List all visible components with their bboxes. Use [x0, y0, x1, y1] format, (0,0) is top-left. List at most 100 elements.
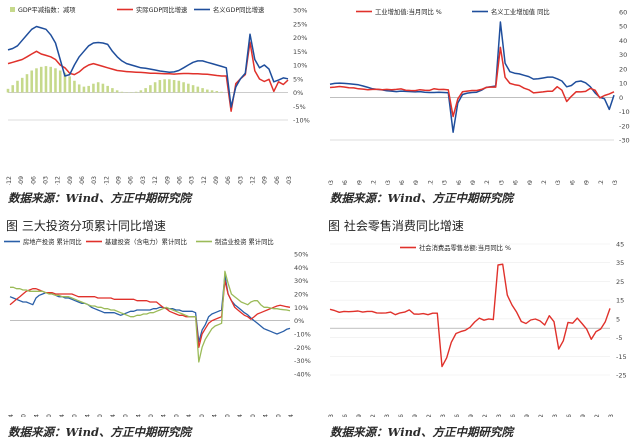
x-tick-label: 2022-06	[566, 414, 573, 417]
y-tick-label: 40%	[294, 264, 308, 272]
x-tick-label: 2008-03	[43, 176, 50, 185]
series-line	[10, 270, 291, 363]
y-tick-label: 20	[619, 65, 627, 73]
x-tick-label: 2022-12	[598, 180, 605, 185]
x-tick-label: 2020-09	[468, 414, 475, 417]
retail-chart: 45 35 25 15 5 -5 -15 -25 2018-03 2018-06 2018-09 20…	[328, 241, 627, 418]
y-tick-label: 30	[619, 51, 627, 59]
x-tick-label: 2021-06	[510, 414, 517, 417]
y-tick-label: 35	[616, 259, 624, 267]
y-tick-label: 20%	[293, 34, 307, 42]
x-tick-label: 2018-06	[342, 414, 349, 417]
legend-label: GDP平减指数：减项	[18, 5, 76, 14]
y-tick-label: 15%	[293, 48, 307, 56]
x-tick-label: 2015-10	[97, 414, 104, 417]
x-tick-label: 2020-12	[484, 180, 491, 185]
bar	[6, 88, 10, 93]
bar	[149, 85, 152, 93]
x-tick-label: 2014-03	[140, 176, 147, 185]
bar	[11, 85, 15, 93]
bar	[101, 83, 105, 93]
chart-panel-investment: 50% 40% 30% 20% 10% 0% -10% -20% -30% -40% 2012-04…	[0, 232, 318, 417]
bar	[87, 85, 90, 93]
x-tick-label: 2020-06	[454, 414, 461, 417]
x-tick-label: 2012-10	[21, 414, 28, 417]
x-tick-label: 2020-09	[470, 180, 477, 185]
x-tick-label: 2017-03	[189, 176, 196, 185]
bar	[139, 90, 143, 93]
x-tick-label: 2020-04	[212, 414, 219, 417]
caption-retail: 图 社会零售消费同比增速	[328, 219, 464, 233]
y-tick-label: 30%	[293, 7, 307, 15]
bar	[120, 91, 124, 93]
x-tick-label: 2022-09	[580, 414, 587, 417]
bar	[35, 68, 38, 93]
x-tick-label: 2014-04	[59, 414, 66, 417]
bar	[201, 88, 204, 93]
y-tick-label: -5%	[293, 103, 306, 111]
bar	[177, 80, 181, 93]
bar	[49, 66, 52, 93]
bar	[182, 82, 185, 93]
bar	[172, 80, 176, 93]
bar	[206, 89, 209, 93]
series-line	[329, 21, 615, 133]
y-tick-label: -30	[619, 137, 630, 145]
chart-panel-industrial: 60 50 40 30 20 10 0 -10 -20 -30 2018-03 2018-06 2018…	[322, 0, 640, 185]
investment-chart: 50% 40% 30% 20% 10% 0% -10% -20% -30% -40% 2012-04…	[4, 237, 311, 417]
gdp-chart: 30% 25% 20% 15% 10% 5% 0% -5% -10% 2005-12 2006-09…	[6, 5, 310, 185]
series-line	[9, 274, 291, 343]
y-tick-label: 20%	[294, 291, 308, 299]
x-tick-label: 2021-03	[496, 414, 503, 417]
bar	[191, 85, 195, 93]
x-tick-label: 2019-06	[399, 180, 406, 185]
y-tick-label: 5%	[293, 75, 303, 83]
x-tick-label: 2023-04	[288, 414, 295, 417]
y-tick-label: 5	[616, 315, 620, 323]
x-tick-label: 2013-06	[128, 176, 135, 185]
bar	[73, 80, 76, 93]
x-tick-label: 2019-12	[427, 180, 434, 185]
y-tick-label: 0	[619, 94, 623, 102]
legend-label: 名义GDP同比增速	[213, 5, 265, 14]
x-tick-label: 2011-12	[103, 176, 110, 185]
x-tick-label: 2008-12	[55, 176, 62, 185]
bar	[16, 80, 19, 93]
legend-label: 房地产投资 累计同比	[23, 237, 82, 246]
y-tick-label: 25%	[293, 20, 307, 28]
bar	[25, 74, 29, 93]
y-tick-label: 10%	[294, 304, 308, 312]
bar	[82, 86, 86, 93]
y-tick-label: 15	[616, 297, 624, 305]
y-tick-label: 60	[619, 9, 627, 17]
x-tick-label: 2018-06	[342, 180, 349, 185]
x-tick-label: 2017-12	[201, 176, 208, 185]
bar	[106, 85, 109, 93]
x-tick-label: 2019-04	[186, 414, 193, 417]
y-tick-label: 10%	[293, 62, 307, 70]
x-tick-label: 2018-09	[356, 180, 363, 185]
x-tick-label: 2019-10	[199, 414, 206, 417]
series-line	[9, 280, 291, 348]
chart-panel-gdp: 30% 25% 20% 15% 10% 5% 0% -5% -10% 2005-12 2006-09…	[0, 0, 318, 185]
source-note: 数据来源：Wind、方正中期研究院	[8, 425, 191, 439]
x-tick-label: 2006-09	[18, 176, 25, 185]
x-tick-label: 2022-06	[569, 180, 576, 185]
x-tick-label: 2022-12	[594, 414, 601, 417]
bar	[30, 70, 34, 93]
y-tick-label: 45	[616, 241, 624, 249]
legend-label: 社会消费品零售总额:当月同比 %	[419, 243, 511, 252]
bar	[96, 82, 100, 93]
bar	[63, 72, 67, 93]
x-tick-label: 2020-06	[456, 180, 463, 185]
x-tick-label: 2020-12	[482, 414, 489, 417]
x-tick-label: 2020-12	[249, 176, 256, 185]
bar	[44, 66, 48, 93]
y-tick-label: -5	[616, 334, 622, 342]
x-tick-label: 2013-10	[46, 414, 53, 417]
x-tick-label: 2015-09	[164, 176, 171, 185]
x-tick-label: 2021-03	[498, 180, 505, 185]
x-tick-label: 2011-03	[91, 176, 98, 185]
y-tick-label: -30%	[294, 357, 311, 365]
source-note: 数据来源：Wind、方正中期研究院	[330, 191, 513, 205]
